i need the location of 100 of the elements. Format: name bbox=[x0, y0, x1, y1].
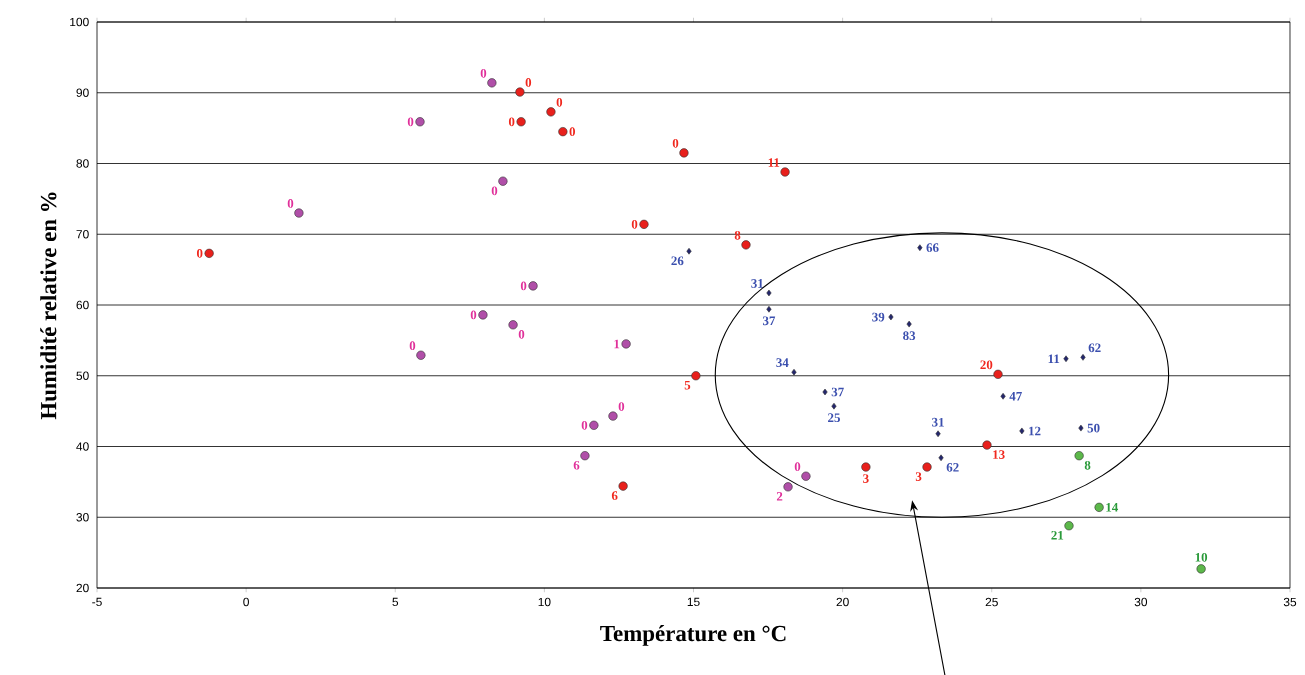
point bbox=[766, 305, 772, 313]
point bbox=[1196, 564, 1206, 574]
annotation: 14 bbox=[1106, 503, 1119, 512]
point bbox=[1000, 392, 1006, 400]
point bbox=[791, 368, 797, 376]
point bbox=[906, 320, 912, 328]
annotation: 10 bbox=[1195, 552, 1208, 562]
point bbox=[691, 371, 701, 381]
annotation: 0 bbox=[508, 117, 515, 127]
point bbox=[679, 148, 689, 158]
y-tick-label: 60 bbox=[76, 300, 89, 310]
point bbox=[204, 248, 214, 258]
point bbox=[1094, 502, 1104, 512]
point bbox=[1078, 424, 1084, 432]
point bbox=[558, 127, 568, 137]
point bbox=[546, 107, 556, 117]
annotation: 0 bbox=[407, 117, 414, 127]
y-tick-label: 80 bbox=[76, 159, 89, 168]
x-tick-label: 15 bbox=[687, 597, 700, 607]
point bbox=[801, 471, 811, 481]
point bbox=[1074, 451, 1084, 461]
point bbox=[294, 208, 304, 218]
annotation: 0 bbox=[631, 219, 638, 229]
x-tick-label: 30 bbox=[1134, 597, 1148, 607]
point bbox=[415, 117, 425, 127]
y-axis-title: Humidité relative en % bbox=[40, 192, 57, 420]
x-tick-label: -5 bbox=[92, 597, 102, 607]
point bbox=[861, 462, 871, 472]
point bbox=[580, 451, 590, 461]
y-tick-label: 30 bbox=[76, 513, 89, 522]
x-tick-label: 10 bbox=[538, 597, 551, 607]
annotation: 37 bbox=[831, 387, 844, 397]
point bbox=[589, 420, 599, 430]
annotation: 12 bbox=[1029, 426, 1041, 436]
point bbox=[618, 481, 628, 491]
annotation: 0 bbox=[518, 330, 525, 339]
y-tick-label: 20 bbox=[76, 583, 89, 593]
point bbox=[741, 240, 751, 250]
point bbox=[888, 313, 894, 321]
annotation: 0 bbox=[618, 402, 625, 411]
annotation: 8 bbox=[1084, 460, 1091, 470]
point bbox=[608, 411, 618, 421]
point bbox=[1080, 354, 1086, 361]
annotation: 0 bbox=[409, 341, 416, 351]
point bbox=[922, 462, 932, 472]
annotation: 0 bbox=[581, 420, 588, 430]
annotation: 31 bbox=[751, 279, 764, 288]
point bbox=[508, 320, 518, 330]
annotation: 26 bbox=[671, 256, 684, 266]
annotation: 0 bbox=[525, 78, 532, 87]
point bbox=[515, 87, 525, 97]
point bbox=[516, 117, 526, 127]
annotation: 5 bbox=[684, 380, 691, 390]
point bbox=[938, 454, 944, 462]
annotation: 0 bbox=[480, 68, 487, 78]
annotation: 66 bbox=[926, 243, 939, 253]
annotation: 0 bbox=[520, 281, 527, 291]
annotation: 2 bbox=[776, 492, 783, 501]
annotation: 6 bbox=[611, 491, 618, 501]
annotation: 62 bbox=[1088, 343, 1101, 353]
x-axis-title: Température en °C bbox=[600, 625, 786, 646]
point bbox=[993, 369, 1003, 379]
annotation: 1 bbox=[614, 339, 620, 349]
point bbox=[917, 244, 923, 251]
y-tick-label: 100 bbox=[70, 17, 89, 27]
annotation: 25 bbox=[828, 413, 840, 423]
annotation: 0 bbox=[672, 138, 679, 148]
annotation: 11 bbox=[1048, 354, 1060, 364]
x-tick-label: 25 bbox=[985, 597, 998, 607]
annotation: 37 bbox=[762, 316, 776, 326]
annotation: 83 bbox=[903, 331, 916, 341]
annotation: 50 bbox=[1087, 423, 1100, 433]
point bbox=[416, 350, 426, 360]
annotation: 62 bbox=[946, 463, 959, 472]
x-tick-label: 5 bbox=[392, 597, 399, 607]
point bbox=[498, 176, 508, 186]
point bbox=[639, 219, 649, 229]
annotation: 21 bbox=[1051, 530, 1064, 540]
annotation: 0 bbox=[569, 127, 576, 137]
x-tick-label: 20 bbox=[836, 597, 849, 607]
point bbox=[783, 482, 793, 492]
point bbox=[478, 310, 488, 320]
x-tick-label: 35 bbox=[1283, 597, 1297, 607]
annotation: 3 bbox=[863, 474, 869, 483]
annotation: 0 bbox=[556, 97, 563, 107]
x-tick-label: 0 bbox=[243, 597, 249, 607]
point bbox=[528, 281, 538, 291]
annotation: 13 bbox=[993, 450, 1005, 459]
annotation: 31 bbox=[932, 417, 944, 427]
annotation: 0 bbox=[794, 462, 801, 472]
y-tick-label: 50 bbox=[76, 371, 89, 380]
point bbox=[831, 402, 837, 410]
y-tick-label: 40 bbox=[76, 442, 89, 451]
point bbox=[982, 440, 992, 450]
point bbox=[487, 78, 497, 88]
point bbox=[766, 289, 772, 297]
annotation: 0 bbox=[196, 248, 203, 258]
point bbox=[780, 167, 790, 177]
annotation: 0 bbox=[491, 186, 498, 196]
annotation: 47 bbox=[1009, 392, 1022, 401]
